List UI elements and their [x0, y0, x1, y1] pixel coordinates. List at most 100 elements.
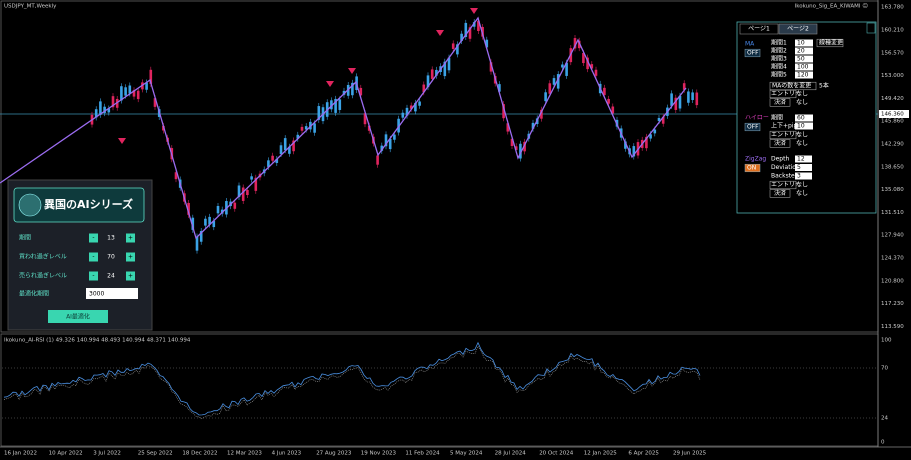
candle	[556, 74, 560, 89]
field-input[interactable]	[795, 55, 813, 63]
field-input[interactable]	[795, 172, 812, 180]
top-price: 163.780	[881, 5, 904, 11]
tab-label: ページ2	[787, 26, 809, 33]
tab[interactable]	[739, 23, 779, 35]
section-title: ZigZag	[745, 156, 766, 163]
entry-button[interactable]	[769, 130, 797, 140]
candle	[682, 83, 686, 90]
optimize-button[interactable]	[48, 310, 108, 323]
candle	[657, 117, 661, 121]
field-input[interactable]	[795, 164, 812, 171]
candle	[216, 205, 220, 214]
candle	[531, 122, 535, 129]
price-tick-label: 160.210	[881, 28, 904, 34]
field-value: 3	[797, 173, 801, 180]
exit-button[interactable]	[769, 139, 791, 148]
arrow	[348, 68, 356, 74]
field-label: 期間2	[771, 47, 787, 55]
date-tick-label: 19 Nov 2023	[361, 451, 397, 457]
row-value: 70	[107, 254, 115, 261]
toggle-button[interactable]	[744, 163, 761, 173]
field-input[interactable]	[795, 122, 813, 130]
exit-button[interactable]	[769, 189, 791, 198]
button-label: AI最適化	[66, 313, 90, 321]
plus-button[interactable]	[126, 271, 135, 281]
arrow	[436, 30, 444, 36]
field-value: 120	[797, 72, 809, 79]
plus-button[interactable]	[126, 233, 135, 243]
candle	[632, 146, 636, 157]
candle	[153, 98, 157, 107]
field-input[interactable]	[795, 114, 813, 122]
count-button[interactable]	[769, 81, 817, 91]
candle	[397, 118, 400, 133]
optimize-input[interactable]	[86, 288, 138, 299]
rsi-lines	[3, 341, 701, 419]
candle	[103, 106, 106, 114]
candle	[502, 104, 505, 119]
minus-button[interactable]	[89, 271, 98, 281]
date-tick-label: 29 Jun 2025	[673, 451, 707, 457]
field-input[interactable]	[795, 47, 813, 55]
field-input[interactable]	[795, 155, 812, 163]
candle	[111, 96, 115, 108]
candle	[174, 172, 178, 180]
candle	[300, 126, 304, 131]
exit-value: なし	[796, 190, 808, 197]
logo-box	[13, 187, 145, 223]
entry-value: なし	[796, 182, 808, 189]
candle	[435, 69, 438, 76]
candle	[418, 101, 421, 106]
candle	[99, 101, 102, 115]
toggle-label: OFF	[747, 50, 759, 57]
rsi-signal	[3, 345, 701, 419]
candle	[359, 87, 363, 96]
candle	[107, 108, 111, 113]
candle	[401, 112, 405, 118]
toggle-button[interactable]	[744, 122, 761, 132]
candle	[380, 145, 384, 151]
exit-label: 決済	[774, 139, 786, 147]
panel-scroll[interactable]	[866, 22, 876, 34]
optimize-label: 最適化期間	[19, 290, 49, 298]
row-label: 買われ過ぎレベル	[19, 253, 67, 261]
entry-button[interactable]	[769, 89, 797, 99]
current-price-box	[879, 110, 909, 118]
minus-button[interactable]	[89, 252, 98, 262]
field-input[interactable]	[795, 63, 813, 71]
rsi-level-label: 0	[881, 440, 885, 446]
price-tick-label: 131.510	[881, 210, 904, 216]
arrow	[118, 138, 126, 144]
candle	[376, 155, 379, 165]
candle	[304, 126, 308, 130]
tab[interactable]	[778, 23, 818, 35]
field-input[interactable]	[795, 71, 813, 79]
minus-button[interactable]	[89, 233, 98, 243]
exit-button[interactable]	[769, 98, 791, 107]
date-tick-label: 20 Oct 2024	[539, 451, 574, 457]
candle	[267, 160, 270, 167]
field-input[interactable]	[795, 39, 813, 47]
change-line-label: 線種変更	[819, 39, 843, 47]
plus-button[interactable]	[126, 252, 135, 262]
change-line-button[interactable]	[816, 38, 844, 48]
toggle-button[interactable]	[744, 48, 761, 58]
sell-arrows	[118, 8, 478, 144]
candle	[691, 92, 694, 101]
field-label: Depth	[771, 156, 789, 163]
row-label: 売られ過ぎレベル	[19, 272, 67, 280]
date-tick-label: 4 Jun 2023	[272, 451, 302, 457]
candle	[292, 140, 295, 152]
exit-value: なし	[796, 99, 808, 106]
date-tick-label: 25 Sep 2022	[138, 451, 173, 457]
price-tick-label: 124.370	[881, 256, 904, 262]
entry-button[interactable]	[769, 180, 797, 190]
field-label: 期間3	[771, 55, 787, 63]
date-tick-label: 18 Dec 2022	[182, 451, 217, 457]
rsi-level-label: 100	[881, 338, 892, 344]
candle	[250, 176, 253, 180]
symbol-label: USDJPY_MT,Weekly	[4, 4, 57, 10]
candle	[477, 20, 480, 32]
candle	[279, 145, 283, 155]
